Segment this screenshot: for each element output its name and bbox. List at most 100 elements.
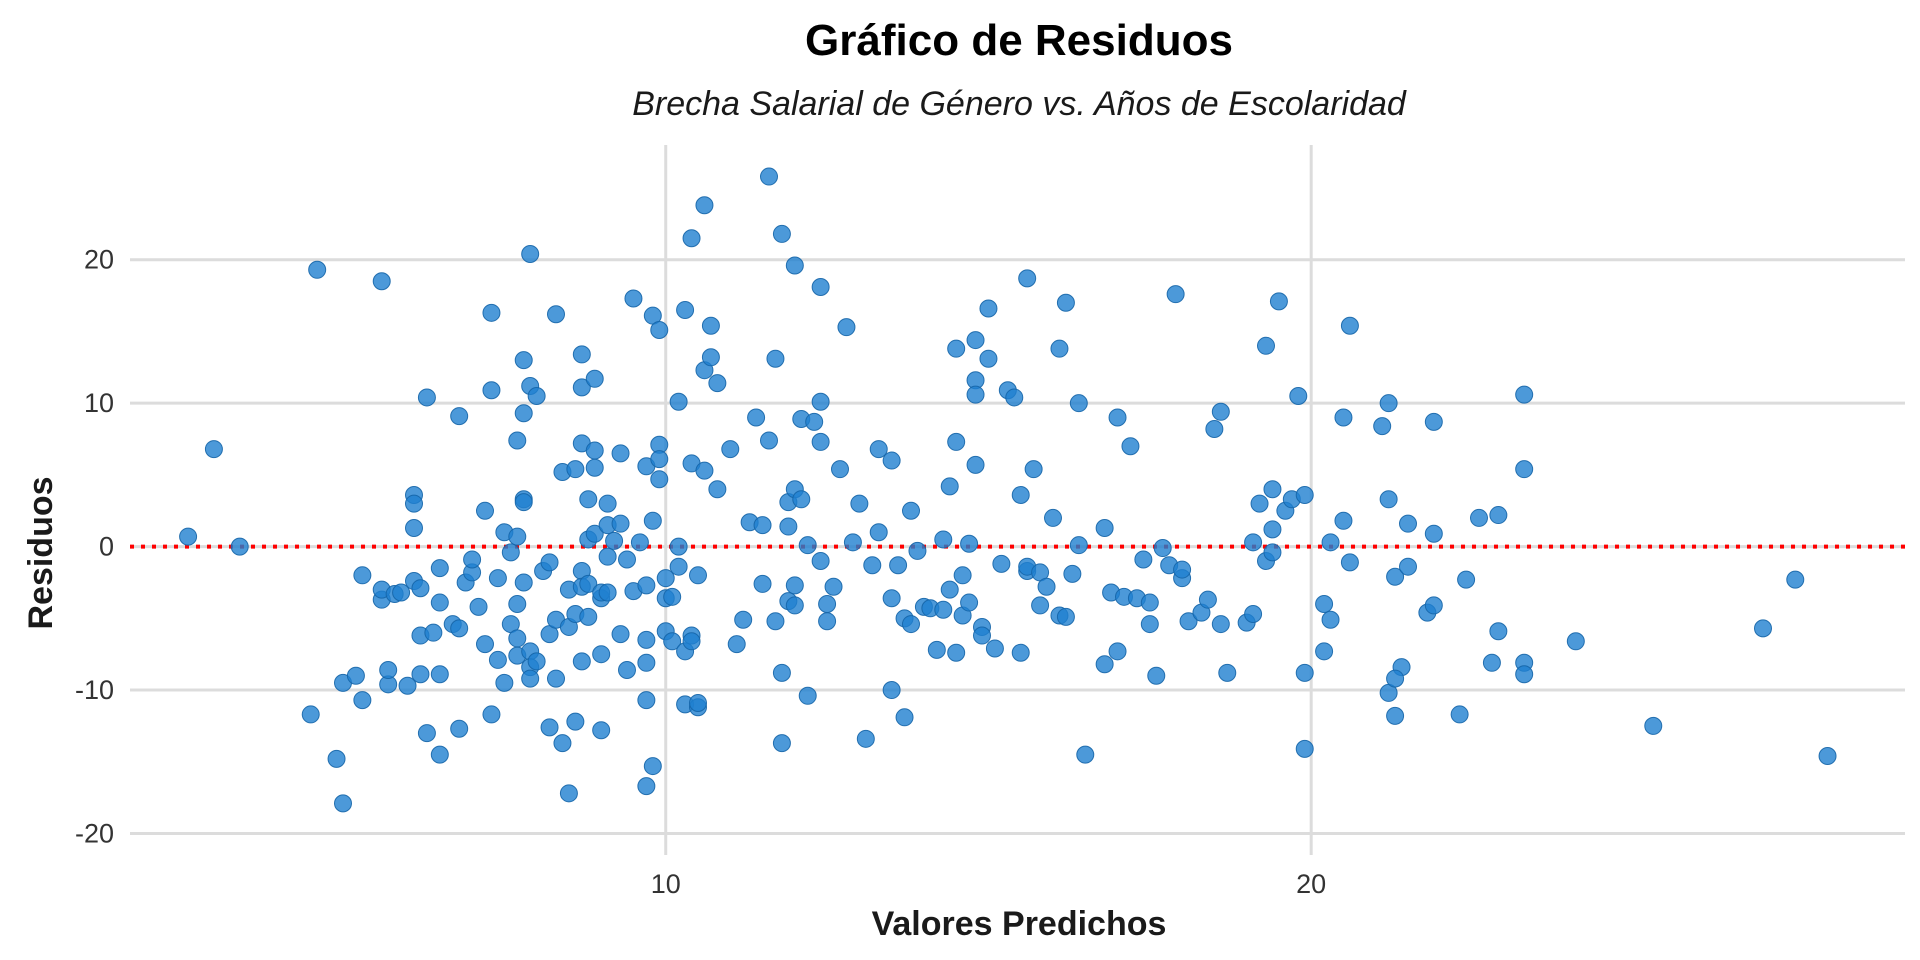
x-tick-label: 20 (1296, 869, 1326, 899)
data-point (979, 349, 998, 368)
data-point (1263, 480, 1282, 499)
data-point (656, 569, 675, 588)
data-point (514, 404, 533, 423)
data-point (882, 681, 901, 700)
data-point (1069, 536, 1088, 555)
data-point (405, 518, 423, 537)
data-point (1289, 387, 1308, 406)
data-point (1108, 408, 1127, 427)
data-point (934, 600, 953, 619)
data-point (772, 663, 791, 682)
data-point (1134, 550, 1153, 569)
y-tick-label: -20 (75, 818, 114, 848)
data-point (811, 278, 830, 296)
data-point (985, 639, 1004, 658)
data-point (695, 196, 714, 215)
data-point (1173, 560, 1192, 579)
data-point (508, 629, 527, 648)
data-point (947, 432, 966, 451)
data-point (979, 299, 998, 318)
data-point (927, 640, 946, 659)
data-point (392, 583, 411, 602)
data-point (482, 381, 501, 400)
data-point (405, 494, 423, 513)
data-point (1450, 705, 1469, 724)
data-point (1321, 610, 1340, 629)
data-point (882, 451, 901, 470)
data-point (450, 719, 469, 738)
data-point (1424, 412, 1443, 431)
data-point (1024, 460, 1043, 479)
data-point (1205, 420, 1224, 438)
data-point (579, 607, 598, 626)
data-point (843, 533, 862, 552)
data-point (476, 635, 494, 654)
data-point (663, 587, 682, 606)
data-point (179, 527, 198, 546)
data-point (618, 550, 636, 569)
data-point (566, 712, 585, 731)
data-point (411, 665, 430, 684)
data-point (669, 557, 688, 576)
data-point (430, 559, 449, 578)
data-point (947, 339, 966, 358)
y-tick-label: 10 (84, 388, 114, 418)
data-point (1095, 518, 1114, 537)
data-point (650, 450, 669, 469)
x-tick-label: 10 (651, 869, 681, 899)
data-point (863, 556, 882, 575)
data-point (1095, 655, 1114, 674)
data-point (327, 749, 346, 768)
data-point (882, 589, 901, 608)
data-point (618, 660, 636, 679)
data-point (1786, 570, 1805, 589)
data-point (566, 460, 585, 479)
data-point (966, 455, 985, 474)
data-point (637, 630, 656, 649)
data-point (547, 305, 565, 324)
data-point (831, 460, 849, 479)
data-point (527, 387, 546, 406)
data-point (1018, 269, 1037, 288)
data-point (895, 708, 914, 727)
data-point (643, 757, 662, 776)
data-point (766, 612, 785, 631)
data-point (301, 705, 320, 724)
data-point (379, 660, 398, 679)
data-point (572, 378, 591, 397)
data-point (572, 652, 591, 671)
data-point (663, 632, 682, 651)
data-point (940, 477, 959, 496)
data-point (1044, 508, 1062, 527)
data-point (1334, 408, 1353, 427)
data-point (1179, 612, 1198, 631)
data-point (1399, 514, 1417, 533)
data-point (450, 407, 469, 426)
y-tick-label: 20 (84, 245, 114, 275)
data-point (992, 554, 1011, 573)
data-point (579, 574, 598, 593)
data-point (540, 553, 559, 572)
data-point (1211, 615, 1230, 634)
data-point (1295, 739, 1314, 758)
data-point (585, 441, 604, 460)
data-point (430, 745, 449, 764)
y-tick-label: -10 (75, 675, 114, 705)
data-point (346, 666, 365, 685)
data-point (960, 593, 979, 612)
data-point (1108, 642, 1127, 661)
data-point (488, 569, 507, 588)
data-point (1076, 745, 1095, 764)
data-point (521, 245, 540, 264)
data-point (1321, 533, 1340, 552)
data-point (1005, 388, 1024, 407)
data-point (934, 530, 953, 549)
data-point (760, 431, 778, 450)
data-point (850, 494, 869, 513)
data-point (611, 444, 630, 463)
data-point (708, 374, 727, 393)
data-point (1153, 539, 1172, 558)
data-point (940, 580, 959, 599)
